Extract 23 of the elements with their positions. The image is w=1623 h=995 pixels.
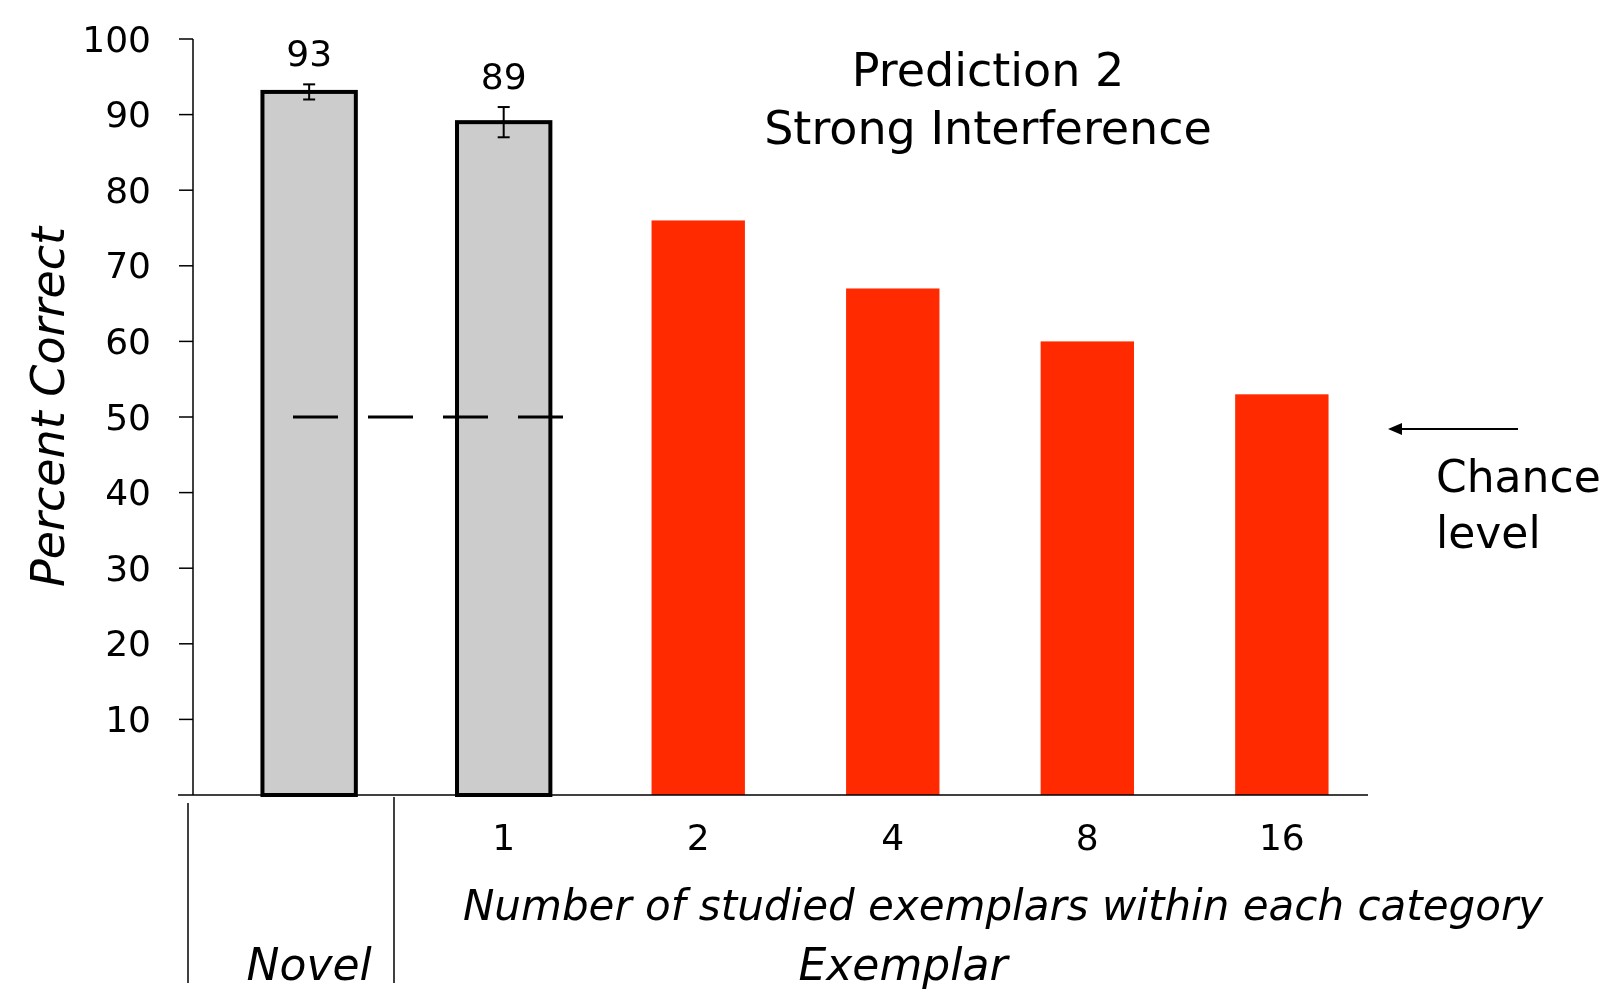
data-label: 93 — [286, 33, 333, 75]
y-tick-label: 70 — [105, 245, 151, 287]
y-tick-label: 80 — [105, 169, 151, 211]
y-tick-label: 20 — [105, 623, 151, 665]
legend-label: Chance level — [1436, 451, 1601, 558]
data-label: 89 — [480, 56, 527, 98]
x-tick-label: 4 — [881, 817, 905, 858]
text: Exemplar — [798, 939, 1011, 990]
y-axis-title: Percent Correct — [21, 225, 76, 588]
y-tick-label: 30 — [105, 547, 151, 589]
y-tick-label: 40 — [105, 472, 151, 514]
x-axis-title: Number of studied exemplars within each category — [462, 881, 1545, 930]
y-tick-label: 10 — [105, 699, 151, 740]
y-tick-label: 60 — [105, 321, 151, 362]
text: Prediction 2 Strong Interference — [764, 43, 1212, 155]
y-tick-label: 50 — [105, 396, 151, 438]
y-tick-label: 90 — [105, 94, 151, 136]
x-tick-label: 2 — [686, 817, 710, 858]
y-tick-label: 100 — [82, 18, 151, 60]
x-tick-label: 8 — [1075, 817, 1099, 858]
text: Novel — [246, 939, 373, 990]
x-tick-label: 1 — [492, 817, 516, 858]
x-tick-label: 16 — [1258, 817, 1305, 858]
